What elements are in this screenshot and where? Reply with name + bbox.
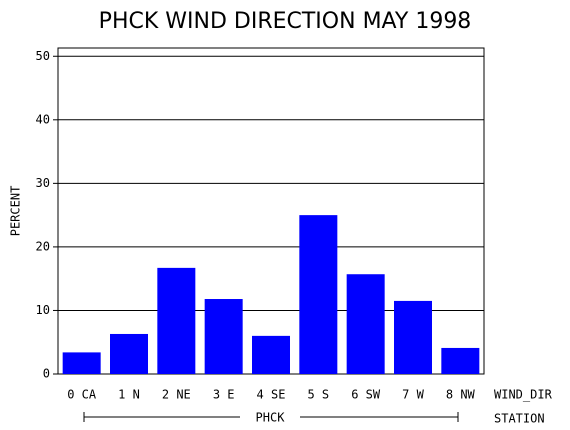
bar	[252, 335, 290, 374]
bar	[110, 333, 148, 374]
bar	[346, 274, 385, 374]
bar	[441, 347, 480, 374]
x-tick-label: 6 SW	[351, 388, 381, 402]
x-tick-label: 8 NW	[446, 388, 476, 402]
y-tick-label: 40	[36, 112, 50, 126]
bar	[204, 299, 243, 374]
bar	[394, 300, 432, 374]
x-axis-label: WIND_DIR	[494, 388, 553, 402]
x-tick-label: 4 SE	[257, 388, 286, 402]
bar	[62, 352, 101, 374]
group-label: PHCK	[256, 411, 286, 425]
x-tick-label: 5 S	[307, 388, 329, 402]
x-tick-label: 7 W	[402, 388, 424, 402]
bar	[299, 215, 338, 374]
group-axis-label: STATION	[494, 412, 545, 426]
y-tick-label: 10	[36, 303, 50, 317]
chart-title: PHCK WIND DIRECTION MAY 1998	[99, 9, 472, 34]
y-tick-label: 30	[36, 176, 50, 190]
x-tick-label: 3 E	[213, 388, 235, 402]
x-tick-label: 2 NE	[162, 388, 191, 402]
y-tick-label: 20	[36, 239, 50, 253]
y-axis-label: PERCENT	[9, 186, 23, 237]
bar	[157, 267, 196, 374]
group-bracket	[83, 412, 459, 422]
y-tick-label: 50	[36, 49, 50, 63]
x-tick-label: 0 CA	[67, 388, 97, 402]
x-tick-label: 1 N	[118, 388, 140, 402]
y-tick-label: 0	[43, 367, 50, 381]
